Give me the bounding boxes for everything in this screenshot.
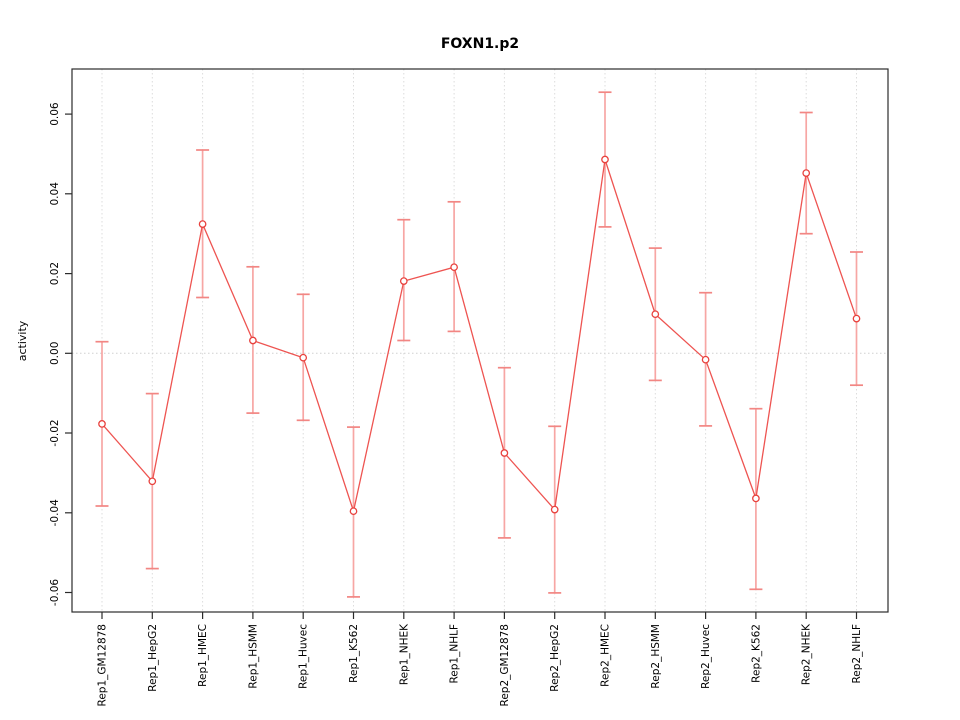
x-tick-label: Rep1_Huvec	[298, 624, 310, 689]
x-tick-label: Rep1_HSMM	[247, 624, 259, 689]
x-tick-label: Rep2_NHEK	[801, 623, 813, 685]
axis-ticks	[65, 113, 858, 619]
data-point	[752, 494, 760, 503]
data-point	[98, 420, 106, 428]
data-point	[399, 277, 408, 285]
data-point	[701, 355, 710, 364]
data-point	[802, 169, 811, 177]
data-point	[450, 263, 458, 272]
data-points	[98, 155, 861, 516]
x-tick-label: Rep2_NHLF	[851, 624, 863, 684]
y-tick-labels: -0.06 -0.04 -0.02 0.00 0.02 0.04 0.06	[49, 102, 61, 606]
data-point	[601, 155, 609, 164]
series-line	[101, 159, 858, 514]
x-tick-label: Rep2_Huvec	[700, 624, 712, 689]
y-tick-label: 0.00	[49, 342, 61, 365]
x-tick-label: Rep1_GM12878	[97, 624, 109, 706]
gridlines	[72, 69, 888, 612]
data-point	[651, 310, 660, 319]
plot-frame	[71, 68, 889, 613]
data-point	[299, 353, 308, 362]
data-point	[198, 220, 207, 228]
y-tick-label: 0.02	[49, 262, 61, 285]
x-tick-label: Rep1_K562	[348, 624, 360, 683]
x-tick-label: Rep1_HepG2	[147, 624, 159, 692]
y-tick-label: 0.04	[49, 182, 61, 206]
data-point	[550, 505, 559, 514]
data-point	[852, 314, 861, 323]
x-tick-label: Rep2_HepG2	[549, 624, 561, 692]
y-tick-label: -0.04	[49, 499, 61, 526]
x-tick-label: Rep1_NHLF	[449, 624, 461, 684]
x-tick-label: Rep1_HMEC	[197, 624, 209, 687]
data-point	[249, 336, 257, 345]
x-tick-label: Rep1_NHEK	[398, 623, 410, 685]
data-point	[148, 477, 157, 486]
y-tick-label: -0.06	[49, 579, 61, 606]
chart-title: FOXN1.p2	[440, 36, 520, 52]
data-point	[349, 507, 358, 516]
y-tick-label: -0.02	[49, 419, 61, 446]
x-tick-label: Rep2_HSMM	[650, 624, 662, 689]
x-tick-label: Rep2_K562	[750, 624, 762, 683]
x-tick-labels: Rep1_GM12878 Rep1_HepG2 Rep1_HMEC Rep1_HSMM…	[97, 623, 864, 707]
error-bars	[95, 91, 863, 598]
y-axis-title: activity	[16, 320, 29, 362]
y-tick-label: 0.06	[49, 102, 61, 126]
x-tick-label: Rep2_GM12878	[499, 624, 511, 706]
x-tick-label: Rep2_HMEC	[600, 624, 612, 687]
data-point	[500, 449, 509, 457]
